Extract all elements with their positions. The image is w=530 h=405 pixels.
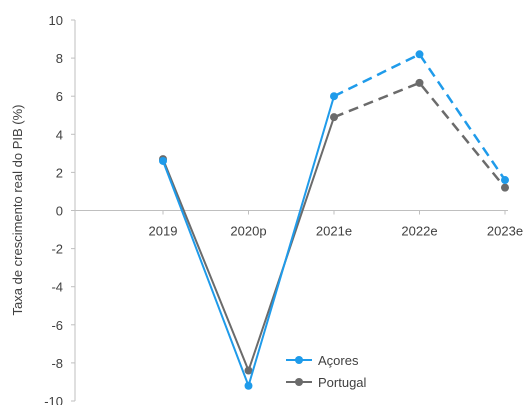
y-tick-label: 0 [56, 204, 63, 219]
data-point [159, 156, 167, 165]
y-tick-labels: 10 8 6 4 2 0 -2 -4 -6 -8 -10 [44, 13, 63, 405]
legend-swatch-marker [295, 356, 303, 364]
y-tick-label: -8 [51, 356, 63, 371]
data-point [415, 78, 424, 87]
data-point [330, 92, 338, 101]
series-line-solid [162, 116, 335, 374]
y-tick-label: -2 [51, 242, 63, 257]
data-point [244, 366, 253, 375]
series-line-dashed [333, 52, 507, 181]
y-tick-label: 10 [49, 13, 63, 28]
y-tick-label: -6 [51, 318, 63, 333]
data-point [330, 113, 338, 122]
legend-label: Açores [318, 353, 359, 368]
data-point [501, 176, 509, 185]
y-tick-label: 4 [56, 127, 63, 142]
series-layer [159, 50, 509, 390]
data-point [501, 183, 509, 192]
data-point [244, 381, 253, 390]
data-point [415, 50, 424, 59]
y-tick-label: 2 [56, 165, 63, 180]
x-tick-label: 2020p [230, 224, 266, 239]
legend-swatch-marker [295, 378, 303, 386]
x-tick-label: 2023e [487, 224, 523, 239]
axes [71, 19, 508, 402]
series-line-dashed [333, 81, 506, 189]
legend-label: Portugal [318, 375, 367, 390]
x-tick-label: 2022e [401, 224, 437, 239]
legend: Açores Portugal [286, 353, 367, 390]
y-axis-label: Taxa de crescimento real do PIB (%) [10, 105, 25, 316]
y-tick-label: 8 [56, 51, 63, 66]
y-tick-label: -10 [44, 394, 63, 405]
x-tick-labels: 2019 2020p 2021e 2022e 2023e [149, 224, 524, 239]
y-tick-label: -4 [51, 280, 63, 295]
x-tick-label: 2019 [149, 224, 178, 239]
x-tick-label: 2021e [316, 224, 352, 239]
y-tick-label: 6 [56, 89, 63, 104]
series-line-solid [162, 95, 335, 389]
